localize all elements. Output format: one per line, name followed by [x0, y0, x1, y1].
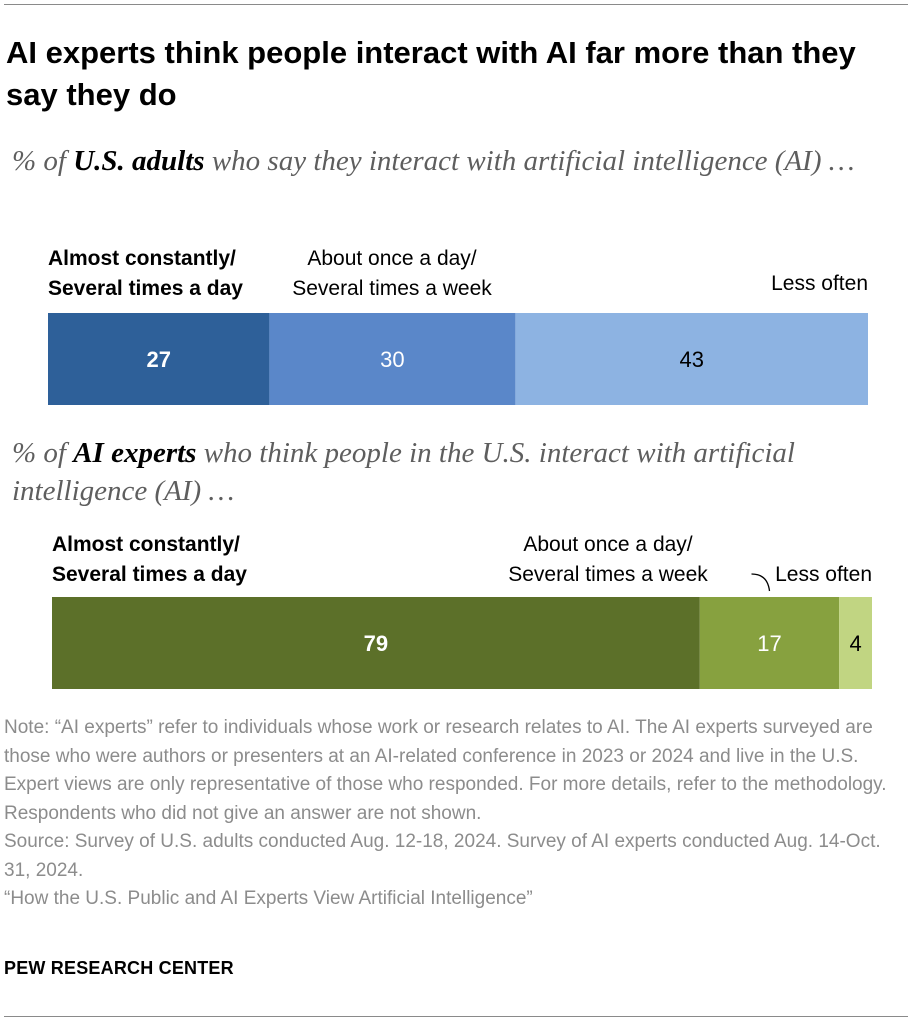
stacked-bars: 27 30 43 79 17 4	[48, 313, 872, 689]
brand-logo-text: PEW RESEARCH CENTER	[4, 958, 234, 978]
experts-category-label-3: Less often	[740, 560, 872, 590]
experts-subtitle: % of AI experts who think people in the …	[12, 434, 892, 510]
adults-bar-segment-2	[269, 313, 516, 405]
adults-value-label-2: 30	[380, 347, 404, 372]
experts-category-label-1: Almost constantly/ Several times a day	[52, 530, 247, 590]
report-title: “How the U.S. Public and AI Experts View…	[4, 888, 533, 909]
note-text: Note: “AI experts” refer to individuals …	[4, 717, 887, 824]
source-text: Source: Survey of U.S. adults conducted …	[4, 831, 881, 881]
adults-subtitle: % of U.S. adults who say they interact w…	[12, 142, 892, 180]
experts-value-label-1: 79	[364, 631, 388, 656]
experts-value-label-2: 17	[757, 631, 781, 656]
experts-category-label-2: About once a day/ Several times a week	[490, 530, 726, 590]
adults-category-label-1-line2: Several times a day	[48, 277, 243, 300]
adults-value-label-3: 43	[679, 347, 703, 372]
experts-category-label-1-line2: Several times a day	[52, 563, 247, 586]
bottom-rule	[4, 1016, 908, 1017]
adults-category-label-3-line1: Less often	[771, 272, 868, 295]
experts-leader-line	[751, 573, 771, 592]
adults-category-label-1: Almost constantly/ Several times a day	[48, 244, 243, 304]
chart-title: AI experts think people interact with AI…	[6, 35, 856, 112]
experts-category-label-3-line1: Less often	[775, 563, 872, 586]
experts-category-label-2-line1: About once a day/	[523, 533, 693, 556]
adults-category-label-2-line1: About once a day/	[307, 247, 477, 270]
adults-bar-segment-1	[48, 313, 270, 405]
adults-subtitle-emphasis: U.S. adults	[73, 145, 205, 177]
adults-value-label-1: 27	[146, 347, 170, 372]
experts-category-label-2-line2: Several times a week	[508, 563, 708, 586]
adults-category-label-1-line1: Almost constantly/	[48, 247, 236, 270]
top-rule	[4, 4, 908, 5]
experts-bar-segment-2	[699, 597, 840, 689]
adults-subtitle-suffix: who say they interact with artificial in…	[204, 145, 855, 177]
adults-category-label-2-line2: Several times a week	[292, 277, 492, 300]
adults-subtitle-prefix: % of	[12, 145, 74, 177]
adults-category-label-2: About once a day/ Several times a week	[274, 244, 510, 304]
experts-category-label-1-line1: Almost constantly/	[52, 533, 240, 556]
experts-subtitle-prefix: % of	[12, 437, 74, 469]
adults-bar-segment-3	[515, 313, 868, 405]
experts-subtitle-suffix: who think people in the U.S. interact wi…	[12, 437, 795, 507]
experts-bar-segment-1	[52, 597, 700, 689]
adults-category-label-3: Less often	[700, 269, 868, 299]
experts-value-label-3: 4	[849, 631, 861, 656]
experts-bar-segment-3	[839, 597, 872, 689]
experts-subtitle-emphasis: AI experts	[73, 437, 197, 469]
notes: Note: “AI experts” refer to individuals …	[4, 714, 894, 914]
